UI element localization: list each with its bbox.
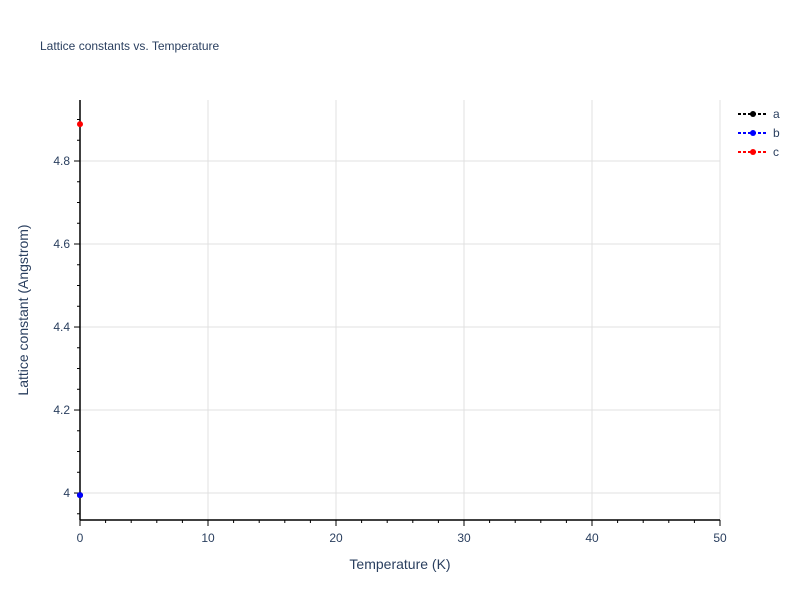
y-tick-label: 4.6 <box>53 237 70 251</box>
data-point-c <box>77 121 83 128</box>
x-tick-label: 0 <box>77 531 84 545</box>
y-tick-label: 4.4 <box>53 320 70 334</box>
axes <box>74 100 721 526</box>
y-axis-label: Lattice constant (Angstrom) <box>15 224 31 395</box>
legend-marker-a <box>750 111 756 117</box>
x-axis-label: Temperature (K) <box>349 556 450 572</box>
legend-label-b: b <box>773 126 780 140</box>
x-tick-label: 40 <box>585 531 599 545</box>
legend-marker-c <box>750 149 756 155</box>
legend: abc <box>738 107 780 159</box>
data-points <box>77 121 83 499</box>
x-tick-label: 10 <box>201 531 215 545</box>
tick-labels: 0 10 20 30 40 50 4 4.2 4.4 4.6 4.8 <box>53 154 727 545</box>
x-tick-label: 30 <box>457 531 471 545</box>
grid <box>80 100 721 520</box>
chart-title: Lattice constants vs. Temperature <box>40 39 220 53</box>
legend-marker-b <box>750 130 756 136</box>
y-tick-label: 4.8 <box>53 154 70 168</box>
x-tick-label: 20 <box>329 531 343 545</box>
x-tick-label: 50 <box>713 531 727 545</box>
legend-label-c: c <box>773 145 779 159</box>
y-tick-label: 4.2 <box>53 403 70 417</box>
data-point-b <box>77 492 83 499</box>
y-tick-label: 4 <box>63 486 70 500</box>
legend-label-a: a <box>773 107 780 121</box>
